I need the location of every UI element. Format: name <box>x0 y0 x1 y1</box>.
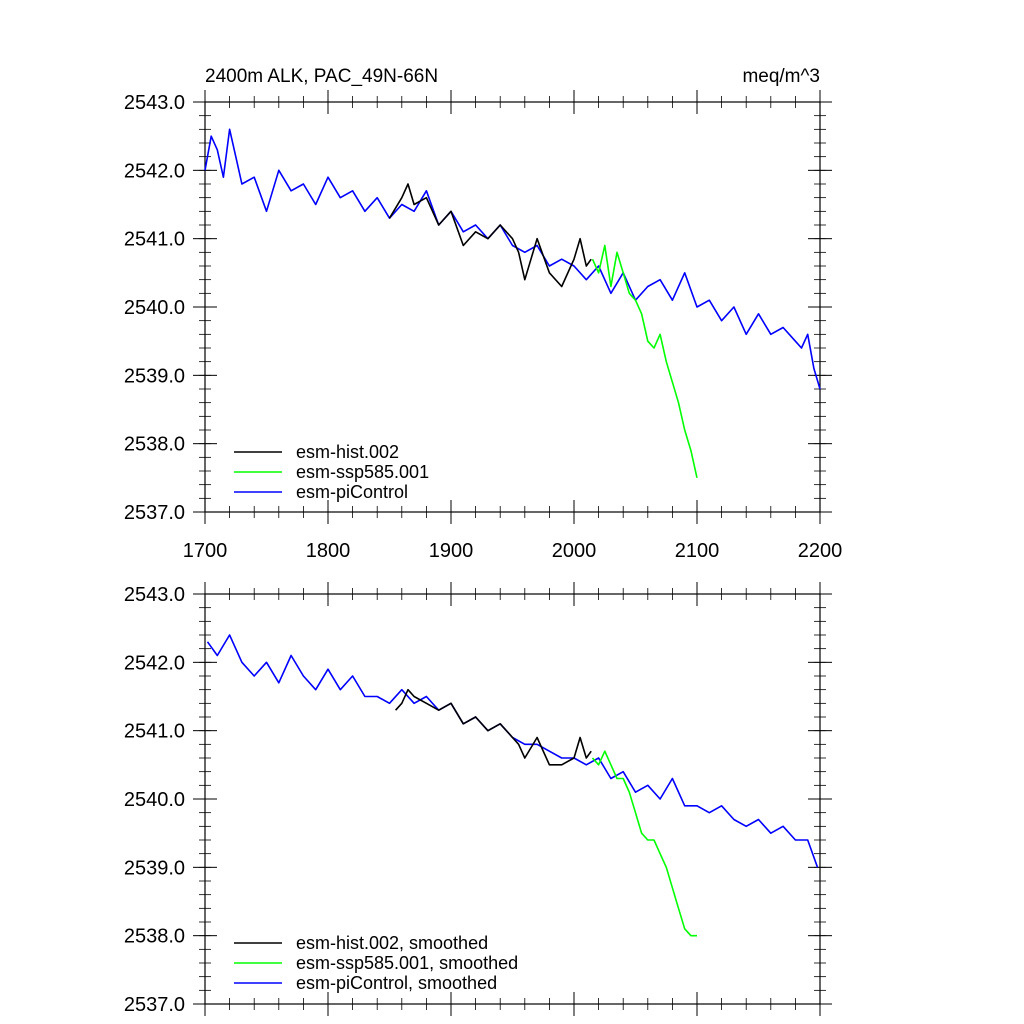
y-tick-label: 2541.0 <box>124 229 185 251</box>
y-tick-label: 2538.0 <box>124 926 185 948</box>
x-tick-label: 1900 <box>429 540 474 562</box>
series-line-2 <box>388 183 592 288</box>
chart-panel-1: 2537.0 2538.0 2539.0 2540.0 2541.0 2542.0 2543… <box>124 66 842 562</box>
legend-label: esm-piControl <box>296 482 408 502</box>
series-line-3 <box>591 750 697 937</box>
y-tick-label: 2539.0 <box>124 857 185 879</box>
x-tick-label: 1800 <box>306 540 351 562</box>
y-tick-label: 2540.0 <box>124 789 185 811</box>
series-line-2 <box>395 688 592 766</box>
y-tick-label: 2539.0 <box>124 365 185 387</box>
series-line-3 <box>591 244 698 478</box>
units-label: meq/m^3 <box>742 66 820 87</box>
legend-label: esm-ssp585.001, smoothed <box>296 953 518 973</box>
y-tick-label: 2541.0 <box>124 721 185 743</box>
x-tick-label: 2100 <box>675 540 720 562</box>
legend-label: esm-piControl, smoothed <box>296 973 497 993</box>
y-tick-label: 2538.0 <box>124 434 185 456</box>
series-line-1 <box>206 634 819 868</box>
x-tick-label: 2200 <box>798 540 843 562</box>
y-tick-label: 2542.0 <box>124 652 185 674</box>
series-line-1 <box>204 128 821 390</box>
y-tick-label: 2543.0 <box>124 584 185 606</box>
y-tick-label: 2542.0 <box>124 160 185 182</box>
y-tick-label: 2543.0 <box>124 92 185 114</box>
legend-label: esm-ssp585.001 <box>296 462 429 482</box>
chart-title: 2400m ALK, PAC_49N-66N <box>205 66 438 87</box>
y-tick-label: 2537.0 <box>124 502 185 524</box>
x-tick-label: 2000 <box>552 540 597 562</box>
legend-label: esm-hist.002, smoothed <box>296 933 488 953</box>
y-tick-label: 2540.0 <box>124 297 185 319</box>
legend-label: esm-hist.002 <box>296 442 399 462</box>
y-tick-label: 2537.0 <box>124 994 185 1016</box>
x-tick-label: 1700 <box>183 540 228 562</box>
chart-panel-2: 2537.0 2538.0 2539.0 2540.0 2541.0 2542.0 2543… <box>124 582 832 1016</box>
